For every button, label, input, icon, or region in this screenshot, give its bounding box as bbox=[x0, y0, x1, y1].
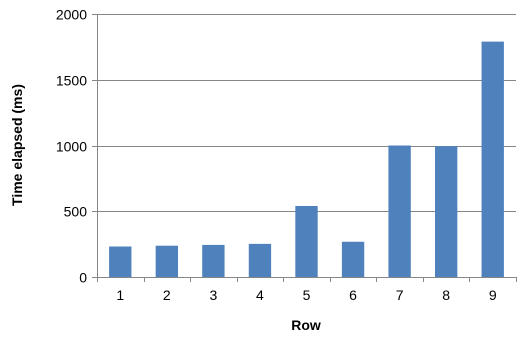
bars bbox=[109, 41, 504, 277]
bar bbox=[481, 41, 504, 277]
x-tick-label: 7 bbox=[396, 287, 404, 303]
x-axis-title: Row bbox=[291, 317, 321, 333]
y-axis-title: Time elapsed (ms) bbox=[9, 84, 25, 206]
bar bbox=[341, 241, 365, 277]
bar bbox=[248, 243, 272, 277]
x-tick-label: 3 bbox=[209, 287, 217, 303]
axes bbox=[92, 14, 517, 282]
y-tick-label: 0 bbox=[79, 270, 87, 286]
bar bbox=[155, 245, 179, 277]
x-tick-label: 9 bbox=[489, 287, 497, 303]
x-tick-label: 6 bbox=[349, 287, 357, 303]
bar bbox=[202, 244, 225, 277]
x-tick-label: 5 bbox=[303, 287, 311, 303]
x-tick-label: 4 bbox=[256, 287, 264, 303]
x-tick-label: 1 bbox=[116, 287, 124, 303]
x-tick-label: 8 bbox=[442, 287, 450, 303]
bar bbox=[295, 205, 318, 277]
y-tick-labels: 0 500 1000 1500 2000 bbox=[56, 7, 87, 286]
y-tick-label: 2000 bbox=[56, 7, 87, 23]
x-tick-label: 2 bbox=[163, 287, 171, 303]
bar bbox=[109, 246, 132, 277]
y-tick-label: 500 bbox=[64, 204, 88, 220]
y-tick-label: 1000 bbox=[56, 139, 87, 155]
bar bbox=[388, 145, 411, 277]
bar bbox=[434, 146, 458, 277]
y-tick-label: 1500 bbox=[56, 73, 87, 89]
x-tick-labels: 1 2 3 4 5 6 7 8 9 bbox=[116, 287, 496, 303]
